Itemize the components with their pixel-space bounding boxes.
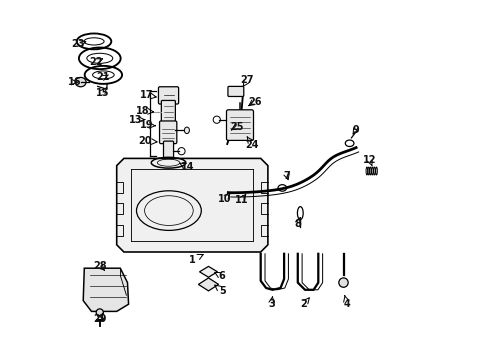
Text: 16: 16 bbox=[68, 77, 81, 87]
Polygon shape bbox=[199, 266, 217, 277]
Text: 27: 27 bbox=[240, 75, 254, 85]
Text: 6: 6 bbox=[218, 271, 225, 282]
Polygon shape bbox=[117, 158, 267, 252]
Text: 18: 18 bbox=[136, 106, 149, 116]
Text: 1: 1 bbox=[188, 255, 195, 265]
Text: 13: 13 bbox=[129, 114, 142, 125]
Text: 24: 24 bbox=[245, 140, 259, 150]
Text: 21: 21 bbox=[97, 72, 110, 82]
Text: 20: 20 bbox=[139, 136, 152, 146]
FancyBboxPatch shape bbox=[158, 87, 178, 104]
Text: 4: 4 bbox=[343, 299, 350, 309]
FancyBboxPatch shape bbox=[226, 110, 253, 140]
Text: 3: 3 bbox=[267, 299, 274, 309]
FancyBboxPatch shape bbox=[163, 141, 173, 158]
Text: 11: 11 bbox=[234, 195, 248, 205]
Polygon shape bbox=[83, 268, 128, 311]
Text: 19: 19 bbox=[140, 120, 153, 130]
Text: 15: 15 bbox=[95, 88, 109, 98]
Text: 28: 28 bbox=[93, 261, 106, 271]
Text: 29: 29 bbox=[93, 314, 106, 324]
Ellipse shape bbox=[184, 127, 189, 134]
Text: 26: 26 bbox=[247, 96, 261, 107]
Text: 12: 12 bbox=[362, 155, 376, 165]
Text: 5: 5 bbox=[218, 286, 225, 296]
Ellipse shape bbox=[75, 77, 86, 87]
Text: 7: 7 bbox=[283, 171, 290, 181]
Text: 23: 23 bbox=[71, 39, 85, 49]
Text: 25: 25 bbox=[229, 122, 243, 132]
Text: 17: 17 bbox=[140, 90, 153, 100]
Text: 8: 8 bbox=[294, 219, 301, 229]
Polygon shape bbox=[198, 278, 218, 291]
Text: 9: 9 bbox=[351, 125, 358, 135]
Text: 14: 14 bbox=[181, 162, 194, 172]
FancyBboxPatch shape bbox=[159, 121, 177, 144]
Text: 2: 2 bbox=[300, 299, 306, 309]
Circle shape bbox=[338, 278, 347, 287]
Text: 10: 10 bbox=[218, 194, 231, 204]
FancyBboxPatch shape bbox=[227, 86, 244, 96]
FancyBboxPatch shape bbox=[161, 100, 175, 123]
Text: 22: 22 bbox=[89, 57, 102, 67]
Circle shape bbox=[96, 309, 103, 316]
